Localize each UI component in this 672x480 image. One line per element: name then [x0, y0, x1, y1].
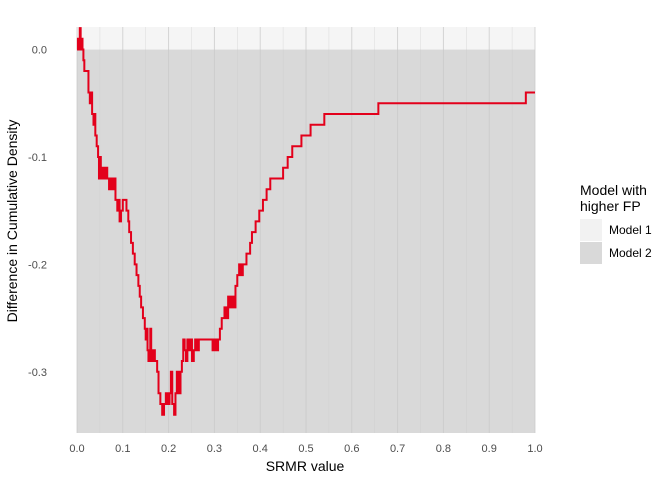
legend-title-line-1: Model with	[580, 182, 647, 198]
x-tick-label: 0.8	[436, 443, 451, 455]
gridlines	[76, 27, 536, 433]
series-layer	[76, 27, 535, 416]
x-tick-label: 0.0	[69, 443, 84, 455]
x-tick-label: 0.9	[482, 443, 497, 455]
legend-label-model-1: Model 1	[609, 223, 652, 237]
x-axis-ticks: 0.0 0.1 0.2 0.3 0.4 0.5 0.6 0.7 0.8 0.9 1.0	[69, 443, 542, 455]
x-tick-label: 0.4	[253, 443, 268, 455]
x-tick-label: 0.1	[115, 443, 130, 455]
x-axis-title: SRMR value	[266, 458, 345, 474]
y-axis-ticks: 0.0 -0.1 -0.2 -0.3	[28, 45, 47, 379]
x-tick-label: 0.7	[390, 443, 405, 455]
legend-title-line-2: higher FP	[580, 198, 641, 214]
legend: Model with higher FP Model 1 Model 2	[580, 182, 652, 264]
y-axis-title: Difference in Cumulative Density	[4, 120, 20, 323]
x-tick-label: 0.3	[207, 443, 222, 455]
y-tick-label: -0.2	[28, 259, 47, 271]
y-tick-label: -0.3	[28, 367, 47, 379]
legend-key-model-1	[580, 219, 602, 241]
series-line	[76, 27, 535, 416]
y-tick-label: -0.1	[28, 152, 47, 164]
y-tick-label: 0.0	[32, 45, 47, 57]
x-tick-label: 0.6	[344, 443, 359, 455]
x-tick-label: 1.0	[527, 443, 542, 455]
x-tick-label: 0.5	[298, 443, 313, 455]
legend-label-model-2: Model 2	[609, 246, 652, 260]
x-tick-label: 0.2	[161, 443, 176, 455]
legend-key-model-2	[580, 242, 602, 264]
